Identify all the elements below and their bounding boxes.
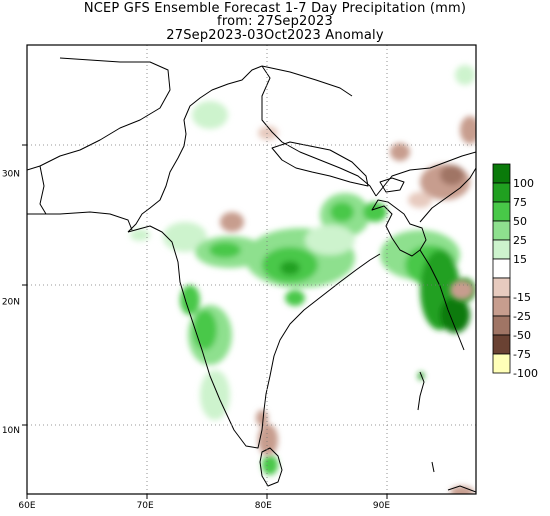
arabian-coast [27,211,133,231]
y-tick-label: 30N [2,169,20,179]
axis-tick-labels: 60E 70E 80E 90E 10N 20N 30N [2,169,391,511]
map-gridlines [27,45,476,494]
nepal-border [271,141,369,187]
sri-lanka-coastline [259,447,283,487]
legend-label: -100 [513,367,538,380]
legend-swatch [492,353,511,374]
dry-anomaly-regions [220,116,476,494]
andaman-islands [417,371,435,473]
anomaly-shading-layer [130,65,476,494]
legend-label: 75 [513,196,527,209]
legend-label: 25 [513,234,527,247]
india-north-border [261,65,377,197]
bangladesh-border [371,199,427,257]
bhutan-border [379,177,405,193]
legend-swatch [492,220,511,241]
legend-swatch [492,201,511,222]
y-tick-label: 10N [2,426,20,436]
legend-label: 15 [513,253,527,266]
map-title: NCEP GFS Ensemble Forecast 1-7 Day Preci… [83,1,467,16]
map-frame [26,44,477,495]
legend-label: -25 [513,310,531,323]
iran-border [27,165,47,215]
india-coastline [127,225,381,449]
myanmar-border [419,167,476,351]
legend-swatch [492,334,511,355]
color-legend: 100 75 50 25 15 -15 -25 -50 -75 -100 [492,163,538,380]
legend-label: -15 [513,291,531,304]
china-border [261,65,476,197]
legend-swatch [492,182,511,203]
afghanistan-pakistan-border [27,57,171,171]
y-tick-label: 20N [2,298,20,308]
axis-ticks [22,144,388,499]
legend-swatch [492,239,511,260]
legend-swatch [492,296,511,317]
legend-label: 50 [513,215,527,228]
country-borders [27,57,476,493]
legend-swatch [492,163,511,184]
x-tick-label: 70E [137,501,154,511]
legend-label: -50 [513,329,531,342]
x-tick-label: 90E [373,501,390,511]
legend-label: 100 [513,177,534,190]
forecast-period: 27Sep2023-03Oct2023 Anomaly [166,28,384,43]
forecast-start-date: from: 27Sep2023 [217,14,333,29]
x-tick-label: 60E [18,501,35,511]
legend-swatch [492,258,511,279]
legend-swatch [492,315,511,336]
wet-anomaly-regions [130,65,475,475]
legend-label: -75 [513,348,531,361]
india-pakistan-border [127,65,263,233]
legend-swatch [492,277,511,298]
sumatra-coast [447,485,476,493]
x-tick-label: 80E [255,501,272,511]
